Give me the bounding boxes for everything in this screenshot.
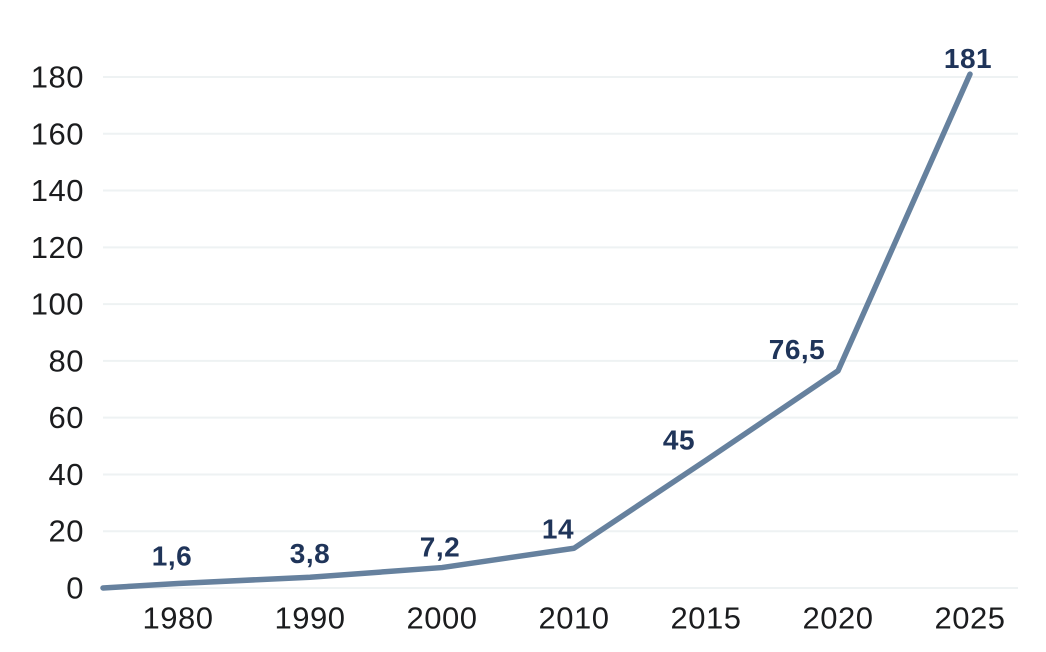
data-point-label-1980: 1,6 [152, 540, 192, 571]
y-tick-label-80: 80 [49, 343, 84, 378]
y-tick-label-60: 60 [49, 400, 84, 435]
y-tick-label-120: 120 [31, 230, 84, 265]
y-tick-label-20: 20 [49, 514, 84, 549]
y-tick-label-100: 100 [31, 287, 84, 322]
data-point-label-2010: 14 [542, 513, 574, 544]
data-point-label-2000: 7,2 [420, 532, 460, 563]
data-point-label-2025: 181 [944, 43, 992, 74]
data-series-line [100, 71, 973, 591]
data-point-label-2015: 45 [663, 424, 695, 455]
y-tick-label-0: 0 [66, 571, 84, 606]
y-tick-label-180: 180 [31, 60, 84, 95]
y-tick-label-160: 160 [31, 116, 84, 151]
x-tick-label-1980: 1980 [143, 601, 214, 636]
data-point-label-1990: 3,8 [290, 538, 330, 569]
x-tick-label-2015: 2015 [671, 601, 742, 636]
x-tick-label-2025: 2025 [935, 601, 1006, 636]
x-tick-label-2020: 2020 [803, 601, 874, 636]
y-tick-label-140: 140 [31, 173, 84, 208]
x-tick-label-2000: 2000 [407, 601, 478, 636]
y-tick-label-40: 40 [49, 457, 84, 492]
x-tick-label-1990: 1990 [275, 601, 346, 636]
x-tick-label-2010: 2010 [539, 601, 610, 636]
data-point-label-2020: 76,5 [769, 334, 826, 365]
